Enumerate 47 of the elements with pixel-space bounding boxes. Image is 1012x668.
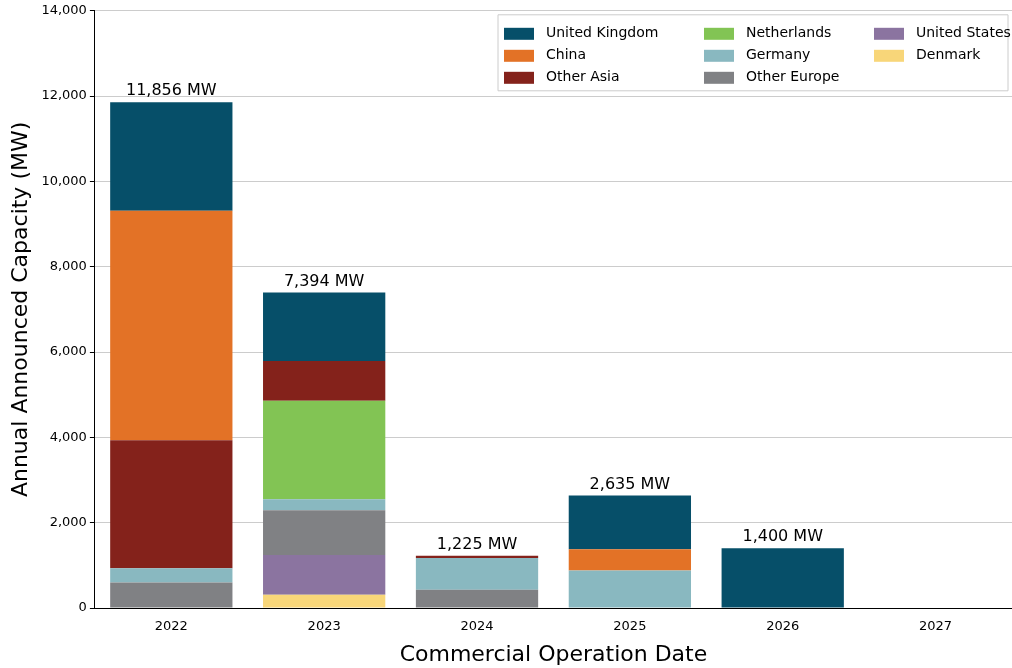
legend-label: Germany: [746, 46, 811, 63]
bar: [415, 558, 539, 590]
y-axis-title: Annual Announced Capacity (MW): [6, 121, 32, 498]
y-tick-label: 6,000: [49, 343, 87, 359]
bar: [721, 548, 844, 608]
y-tick-label: 8,000: [49, 258, 87, 274]
total-label: 7,394 MW: [283, 270, 365, 290]
bar: [263, 292, 386, 362]
y-tick-label: 14,000: [41, 2, 87, 18]
bar: [263, 499, 386, 511]
legend-label: China: [546, 46, 586, 63]
x-tick-label: 2025: [613, 618, 647, 634]
legend-label: Other Europe: [746, 68, 840, 85]
bar: [110, 210, 233, 441]
legend-label: Denmark: [916, 46, 982, 63]
bar: [263, 361, 386, 401]
x-tick-label: 2026: [766, 618, 800, 634]
total-label: 11,856 MW: [125, 80, 217, 100]
y-tick-label: 10,000: [41, 172, 87, 188]
legend-label: Other Asia: [546, 68, 620, 85]
bar: [110, 102, 233, 211]
y-tick-label: 2,000: [49, 514, 87, 530]
bar: [110, 568, 233, 583]
legend-label: United Kingdom: [546, 24, 659, 41]
legend-label: Netherlands: [746, 24, 832, 41]
bar: [568, 549, 692, 571]
bar: [415, 589, 539, 608]
x-tick-label: 2022: [154, 618, 188, 634]
x-tick-label: 2023: [307, 618, 341, 634]
bar: [110, 582, 233, 608]
total-label: 1,225 MW: [436, 533, 518, 553]
bar: [263, 510, 386, 556]
y-tick-label: 0: [78, 599, 87, 615]
x-tick-label: 2027: [919, 618, 953, 634]
total-label: 2,635 MW: [589, 473, 671, 493]
bar: [568, 570, 692, 608]
x-tick-label: 2024: [460, 618, 494, 634]
y-tick-label: 12,000: [41, 87, 87, 103]
total-label: 1,400 MW: [742, 526, 824, 546]
y-tick-label: 4,000: [49, 428, 87, 444]
bar: [263, 594, 386, 608]
x-axis-title: Commercial Operation Date: [399, 640, 708, 666]
bar: [568, 495, 692, 550]
bar: [263, 400, 386, 500]
legend-label: United States: [916, 24, 1011, 41]
bar: [110, 440, 233, 569]
bar: [263, 555, 386, 595]
